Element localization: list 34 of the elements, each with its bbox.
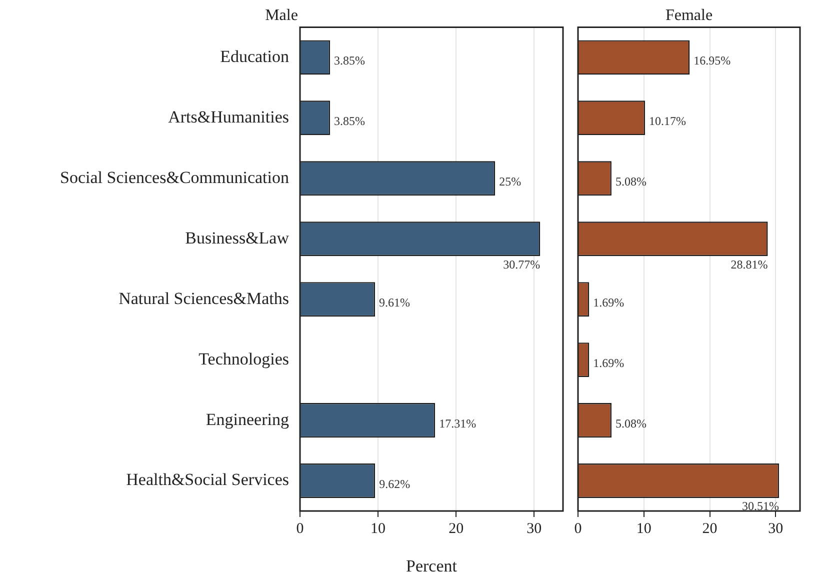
- y-tick-label: Business&Law: [185, 228, 290, 248]
- chart-title: Male: [265, 6, 298, 24]
- chart-title: Female: [665, 6, 713, 24]
- y-tick-label: Health&Social Services: [126, 470, 289, 490]
- data-label: 10.17%: [648, 114, 686, 128]
- y-tick-label: Technologies: [198, 349, 289, 368]
- data-label: 3.85%: [334, 54, 366, 68]
- data-label: 17.31%: [439, 416, 476, 430]
- data-label: 9.61%: [379, 295, 410, 310]
- data-label: 5.08%: [615, 174, 646, 189]
- data-label: 1.69%: [593, 295, 624, 310]
- y-tick-label: Natural Sciences&Maths: [118, 288, 289, 308]
- data-label: 30.51%: [742, 499, 779, 514]
- data-label: 5.08%: [615, 416, 646, 430]
- x-tick-label: 20: [448, 520, 464, 537]
- y-tick-label: Engineering: [206, 410, 290, 429]
- data-label: 1.69%: [593, 356, 624, 370]
- x-axis-title: Percent: [406, 556, 458, 576]
- x-tick-label: 10: [636, 520, 652, 537]
- x-tick-label: 30: [526, 520, 542, 537]
- x-tick-label: 0: [574, 520, 582, 537]
- x-tick-label: 20: [702, 520, 718, 537]
- data-label: 25%: [499, 174, 522, 189]
- y-tick-label: Arts&Humanities: [168, 107, 289, 126]
- x-tick-label: 30: [768, 520, 784, 537]
- x-tick-label: 0: [296, 520, 304, 537]
- data-label: 30.77%: [503, 257, 540, 272]
- data-label: 28.81%: [730, 257, 768, 272]
- y-tick-label: Social Sciences&Communication: [60, 168, 290, 187]
- y-tick-label: Education: [220, 46, 290, 66]
- data-label: 16.95%: [694, 54, 731, 68]
- data-label: 3.85%: [334, 114, 366, 128]
- x-tick-label: 10: [370, 520, 386, 537]
- data-label: 9.62%: [379, 476, 410, 491]
